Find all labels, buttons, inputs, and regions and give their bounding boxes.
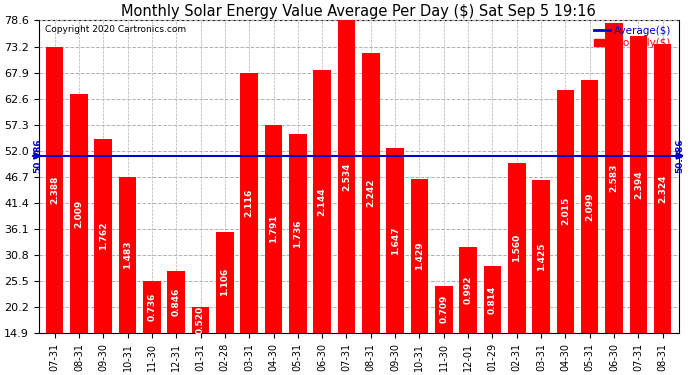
Text: 2.009: 2.009 — [75, 200, 83, 228]
Bar — [581, 80, 598, 333]
Text: 1.425: 1.425 — [537, 242, 546, 271]
Bar — [289, 134, 306, 333]
Text: 2.099: 2.099 — [585, 192, 594, 220]
Legend: Average($), Monthly($): Average($), Monthly($) — [590, 22, 676, 53]
Bar — [411, 179, 428, 333]
Bar — [46, 47, 63, 333]
Bar — [192, 307, 209, 333]
Text: 0.992: 0.992 — [464, 275, 473, 304]
Bar — [508, 163, 526, 333]
Text: 0.814: 0.814 — [488, 285, 497, 314]
Bar — [386, 148, 404, 333]
Bar — [216, 232, 234, 333]
Text: 1.560: 1.560 — [512, 234, 521, 262]
Text: 2.116: 2.116 — [245, 189, 254, 217]
Text: 2.534: 2.534 — [342, 162, 351, 191]
Text: 1.483: 1.483 — [123, 241, 132, 269]
Text: 2.015: 2.015 — [561, 197, 570, 225]
Text: 1.791: 1.791 — [269, 214, 278, 243]
Text: 50.986: 50.986 — [675, 138, 684, 173]
Bar — [435, 286, 453, 333]
Text: 2.388: 2.388 — [50, 176, 59, 204]
Text: 50.986: 50.986 — [33, 138, 42, 173]
Text: 1.106: 1.106 — [220, 268, 229, 297]
Text: 2.144: 2.144 — [317, 187, 326, 216]
Bar — [265, 125, 282, 333]
Bar — [95, 139, 112, 333]
Bar — [168, 271, 185, 333]
Text: Copyright 2020 Cartronics.com: Copyright 2020 Cartronics.com — [45, 25, 186, 34]
Bar — [605, 23, 623, 333]
Text: 0.520: 0.520 — [196, 306, 205, 334]
Bar — [119, 177, 137, 333]
Text: 0.736: 0.736 — [148, 292, 157, 321]
Bar — [362, 53, 380, 333]
Bar — [629, 36, 647, 333]
Text: 1.647: 1.647 — [391, 226, 400, 255]
Bar — [240, 73, 258, 333]
Text: 0.846: 0.846 — [172, 288, 181, 316]
Title: Monthly Solar Energy Value Average Per Day ($) Sat Sep 5 19:16: Monthly Solar Energy Value Average Per D… — [121, 4, 596, 19]
Text: 1.736: 1.736 — [293, 219, 302, 248]
Bar — [557, 90, 574, 333]
Bar — [460, 246, 477, 333]
Bar — [313, 70, 331, 333]
Text: 0.709: 0.709 — [440, 295, 449, 324]
Bar — [337, 20, 355, 333]
Text: 1.762: 1.762 — [99, 222, 108, 250]
Text: 2.324: 2.324 — [658, 174, 667, 202]
Bar — [654, 44, 671, 333]
Bar — [484, 266, 501, 333]
Bar — [70, 94, 88, 333]
Text: 2.242: 2.242 — [366, 178, 375, 207]
Bar — [143, 281, 161, 333]
Text: 2.394: 2.394 — [634, 170, 643, 198]
Bar — [532, 180, 550, 333]
Text: 2.583: 2.583 — [609, 164, 618, 192]
Text: 1.429: 1.429 — [415, 242, 424, 270]
